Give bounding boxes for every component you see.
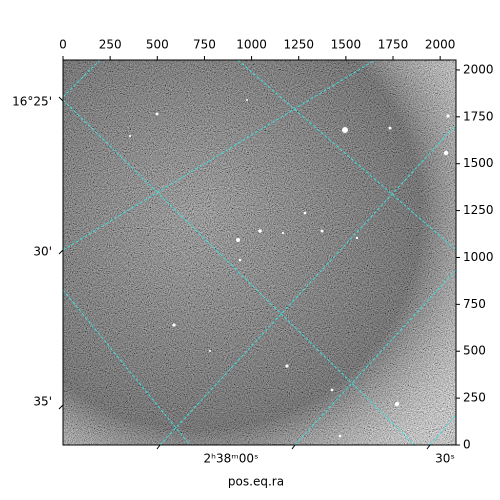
world-ticks: [58, 96, 431, 450]
ra-tick: [426, 444, 431, 450]
ra-grid-line: [63, 99, 416, 445]
ra-tick: [291, 444, 296, 450]
y-tick-label: 1500: [463, 156, 494, 170]
axes-frame: [62, 59, 457, 446]
y-tick-label: 2000: [463, 62, 494, 76]
y-tick-label: 1250: [463, 203, 494, 217]
dec-grid-line: [63, 60, 376, 251]
dec-tick-label: 16°25': [12, 95, 52, 109]
y-tick-label: 250: [463, 391, 486, 405]
x-tick-label: 2000: [425, 38, 456, 52]
ra-tick-label: 30ˢ: [435, 452, 455, 466]
ra-tick-label: 2ʰ38ᵐ00ˢ: [204, 452, 259, 466]
x-tick-label: 1500: [331, 38, 362, 52]
dec-tick: [58, 249, 64, 255]
y-tick-label: 750: [463, 297, 486, 311]
y-tick-label: 500: [463, 344, 486, 358]
x-tick-label: 500: [146, 38, 169, 52]
dec-grid-line: [429, 414, 456, 445]
dec-tick-label: 30': [33, 245, 52, 259]
x-axis-label: pos.eq.ra: [228, 475, 284, 489]
stars: [128, 99, 450, 438]
ra-grid-line: [63, 289, 191, 445]
x-tick-label: 0: [59, 38, 67, 52]
sky-image: [63, 60, 456, 445]
x-tick-label: 250: [99, 38, 122, 52]
dec-tick: [58, 404, 64, 410]
x-tick-label: 1250: [283, 38, 314, 52]
y-tick-label: 1750: [463, 109, 494, 123]
ra-grid-line: [237, 60, 456, 251]
x-tick-label: 1750: [378, 38, 409, 52]
dec-grid-line: [63, 60, 101, 98]
dec-grid-line: [159, 124, 456, 445]
y-tick-label: 0: [463, 438, 471, 452]
y-tick-label: 1000: [463, 250, 494, 264]
world-grid: [63, 60, 456, 445]
dec-tick: [58, 96, 64, 102]
dec-tick-label: 35': [33, 395, 52, 409]
x-tick-label: 750: [193, 38, 216, 52]
image-vignette: [63, 60, 456, 445]
x-tick-label: 1000: [236, 38, 267, 52]
ra-tick: [156, 444, 161, 450]
